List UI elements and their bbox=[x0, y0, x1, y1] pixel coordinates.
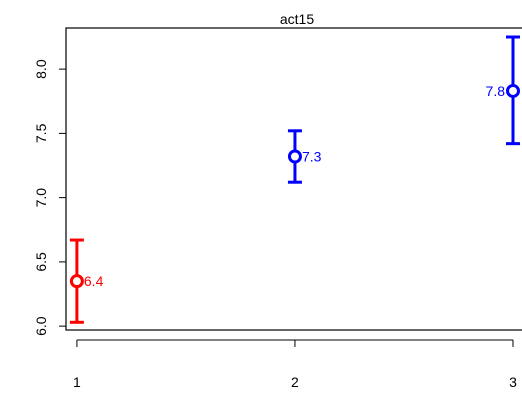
x-tick-label: 3 bbox=[509, 374, 517, 390]
plot-frame bbox=[65, 27, 522, 331]
data-label: 6.4 bbox=[84, 273, 104, 289]
x-tick-label: 2 bbox=[291, 374, 299, 390]
y-axis: 6.0 6.5 7.0 7.5 8.0 bbox=[33, 59, 66, 336]
y-tick-label: 8.0 bbox=[33, 59, 49, 79]
x-tick-label: 1 bbox=[73, 374, 81, 390]
data-point bbox=[506, 83, 520, 98]
y-tick-label: 7.0 bbox=[33, 188, 49, 208]
data-label: 7.3 bbox=[302, 149, 322, 165]
y-tick-label: 6.0 bbox=[33, 316, 49, 336]
x-axis: 1 2 3 bbox=[73, 339, 517, 390]
y-tick-label: 7.5 bbox=[33, 123, 49, 143]
data-point bbox=[287, 149, 302, 164]
y-tick-label: 6.5 bbox=[33, 252, 49, 272]
data-point bbox=[69, 274, 84, 289]
data-marks: 6.4 7.3 7.8 bbox=[69, 35, 520, 324]
chart-title: act15 bbox=[280, 11, 314, 27]
data-label: 7.8 bbox=[486, 83, 506, 99]
